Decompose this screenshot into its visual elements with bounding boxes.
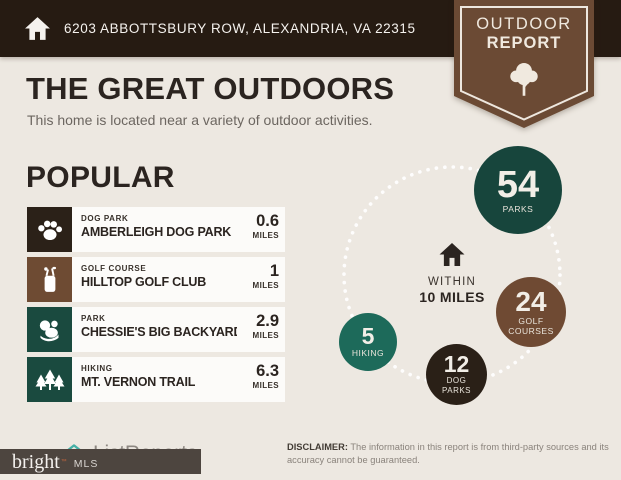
home-icon (439, 243, 465, 266)
disclaimer-label: DISCLAIMER: (287, 442, 348, 452)
stat-label: HIKING (351, 348, 385, 359)
golf-bag-icon (27, 257, 72, 302)
list-item-golf-course: GOLF COURSE HILLTOP GOLF CLUB 1 MILES (27, 257, 285, 302)
house-icon (25, 17, 50, 40)
pine-trees-icon (27, 357, 72, 402)
stat-value: 12 (443, 351, 470, 378)
mls-wordmark: MLS (73, 457, 99, 470)
bright-wordmark: bright (12, 450, 60, 473)
item-category: DOG PARK (81, 214, 129, 223)
stat-label: DOG PARKS (441, 376, 472, 395)
page-title: THE GREAT OUTDOORS (26, 71, 395, 106)
item-distance: 1 (269, 262, 279, 280)
item-category: GOLF COURSE (81, 264, 147, 273)
badge-line2: REPORT (486, 34, 562, 52)
item-category: PARK (81, 314, 106, 323)
address-text: 6203 ABBOTTSBURY ROW, ALEXANDRIA, VA 223… (64, 21, 416, 36)
list-item-dog-park: DOG PARK AMBERLEIGH DOG PARK 0.6 MILES (27, 207, 285, 252)
item-name: CHESSIE'S BIG BACKYARD (81, 325, 237, 339)
item-distance: 0.6 (256, 212, 279, 230)
stat-label: PARKS (502, 203, 534, 214)
item-distance-unit: MILES (252, 380, 279, 390)
item-distance-unit: MILES (252, 280, 279, 290)
stat-bubble-golf-courses: 24 GOLF COURSES (496, 277, 566, 347)
stat-value: 5 (361, 323, 375, 350)
trademark-mark: ™ (60, 458, 67, 465)
tree-icon (510, 63, 538, 96)
item-category: HIKING (81, 364, 113, 373)
stat-label: GOLF COURSES (508, 315, 554, 336)
item-name: HILLTOP GOLF CLUB (81, 275, 207, 289)
badge-line1: OUTDOOR (476, 15, 572, 33)
stat-value: 24 (515, 285, 547, 317)
stat-bubble-dog-parks: 12 DOG PARKS (426, 344, 487, 405)
popular-heading: POPULAR (26, 161, 175, 194)
map-center: WITHIN 10 MILES (392, 242, 512, 305)
item-distance-unit: MILES (252, 230, 279, 240)
stat-bubble-parks: 54 PARKS (474, 146, 562, 234)
page-subtitle: This home is located near a variety of o… (27, 112, 373, 128)
item-name: AMBERLEIGH DOG PARK (81, 225, 232, 239)
item-distance: 6.3 (256, 362, 279, 380)
bright-mls-logo: bright ™ MLS (0, 449, 201, 474)
disclaimer-text: DISCLAIMER: The information in this repo… (287, 442, 609, 466)
item-name: MT. VERNON TRAIL (81, 375, 196, 389)
item-distance-unit: MILES (252, 330, 279, 340)
list-item-park: PARK CHESSIE'S BIG BACKYARD 2.9 MILES (27, 307, 285, 352)
park-icon (27, 307, 72, 352)
paw-icon (27, 207, 72, 252)
item-distance: 2.9 (256, 312, 279, 330)
outdoor-report-badge: OUTDOOR REPORT (454, 0, 594, 130)
stat-value: 54 (496, 163, 540, 206)
stat-bubble-hiking: 5 HIKING (339, 313, 397, 371)
list-item-hiking: HIKING MT. VERNON TRAIL 6.3 MILES (27, 357, 285, 402)
radius-label: 10 MILES (419, 289, 485, 305)
within-label: WITHIN (427, 276, 477, 288)
popular-list: DOG PARK AMBERLEIGH DOG PARK 0.6 MILES G… (27, 207, 285, 407)
